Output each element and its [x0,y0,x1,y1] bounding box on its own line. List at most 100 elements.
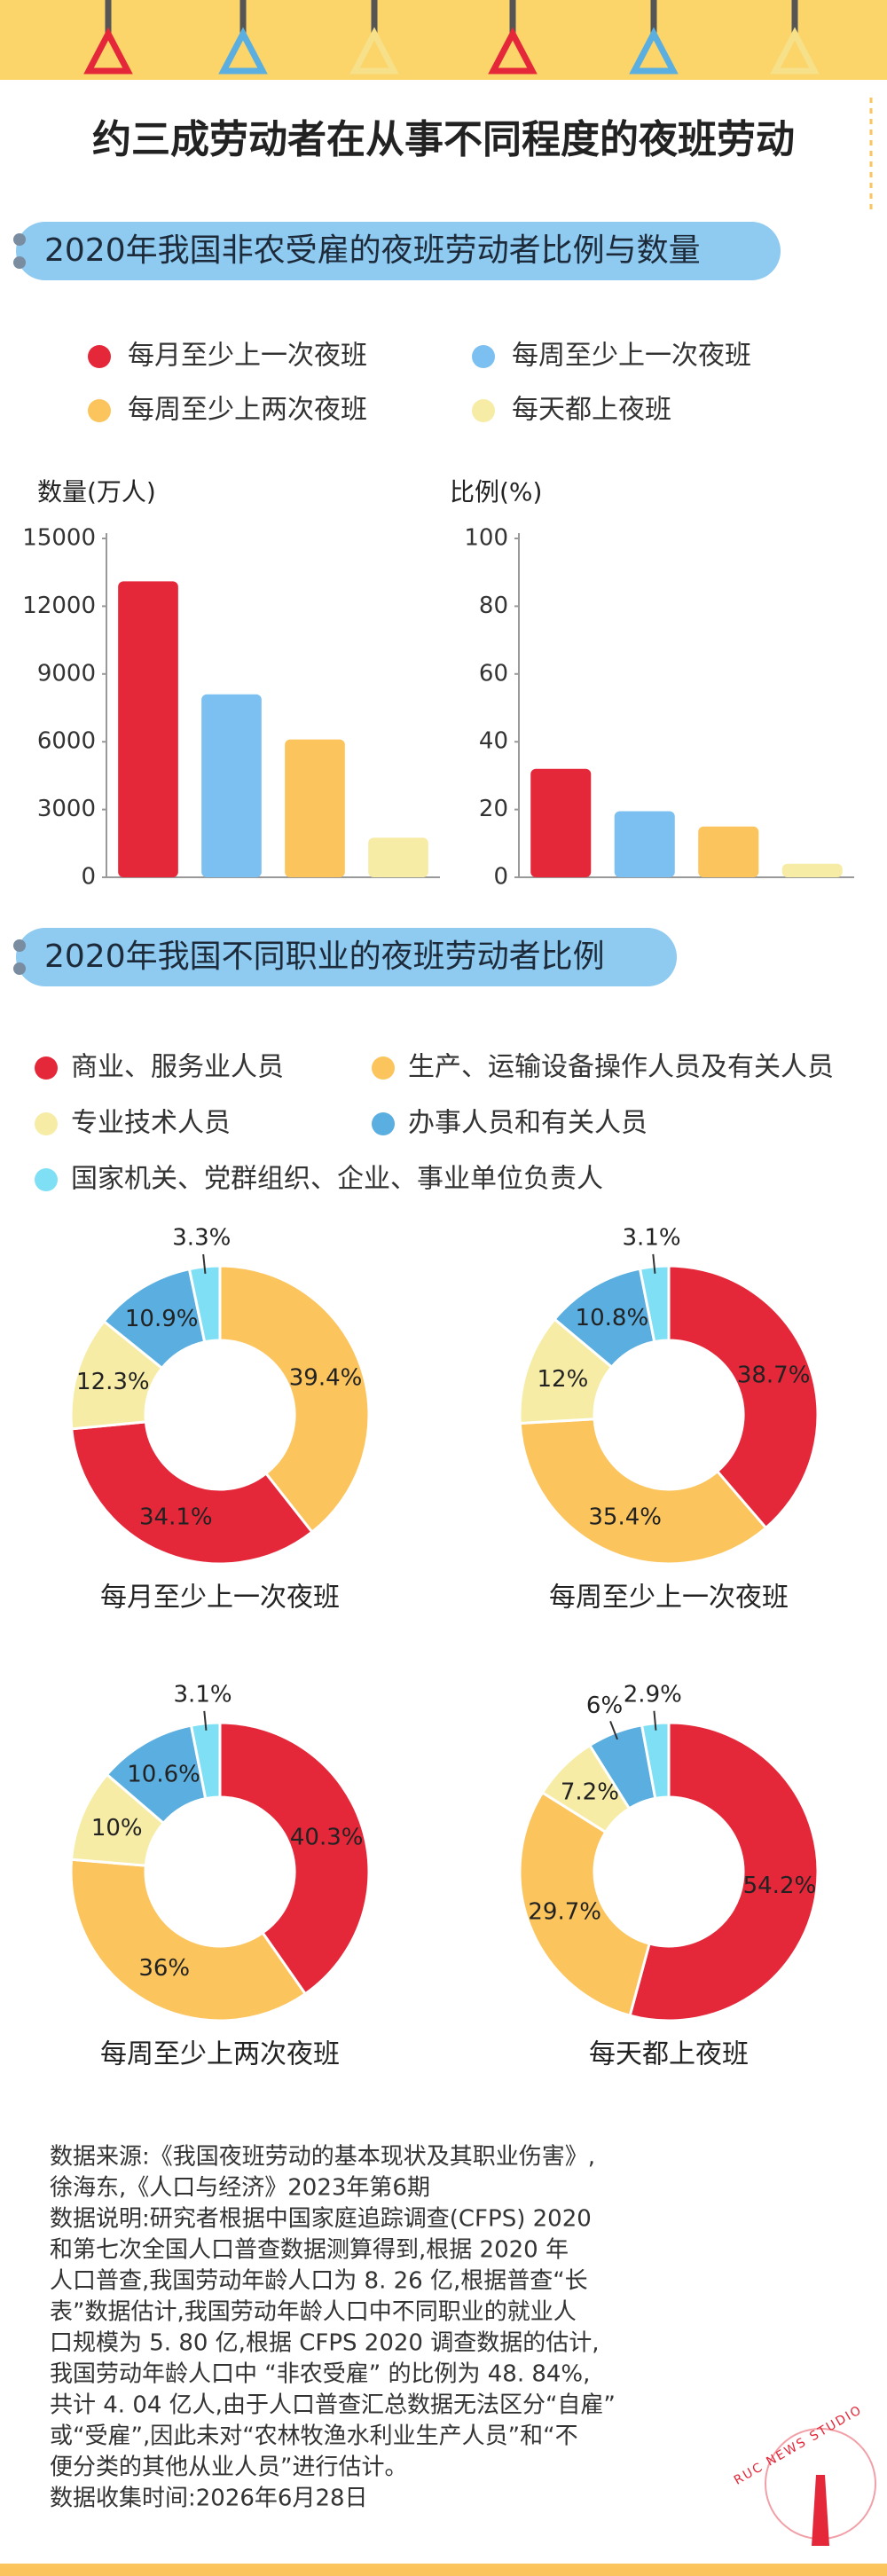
legend-label: 每周至少上两次夜班 [128,395,367,426]
y-tick-label: 9000 [37,660,96,687]
section-pill [16,928,677,986]
donut-slice [638,1264,671,1344]
slice-label: 36% [138,1955,190,1982]
handles [83,0,820,75]
y-axis-label: 数量(万人) [37,477,156,507]
bar [368,837,428,877]
slice-label: 40.3% [290,1825,364,1851]
legend-label: 生产、运输设备操作人员及有关人员 [408,1052,834,1083]
bar [530,768,592,877]
slice-label: 35.4% [588,1504,662,1530]
note-line: 人口普查,我国劳动年龄人口为 8. 26 亿,根据普查“长 [50,2268,588,2295]
slice-label: 7.2% [561,1779,619,1805]
note-line: 徐海东,《人口与经济》2023年第6期 [50,2175,430,2202]
y-tick-label: 40 [479,728,508,755]
note-line: 或“受雇”,因此未对“农林牧渔水利业生产人员”和“不 [50,2423,578,2450]
y-tick-label: 6000 [37,728,96,755]
slice-label: 38.7% [737,1363,811,1389]
legend-swatch [35,1112,58,1135]
note-line: 便分类的其他从业人员”进行估计。 [50,2454,407,2481]
section-title: 2020年我国非农受雇的夜班劳动者比例与数量 [44,232,701,269]
pill-hook [13,962,26,975]
bar [201,694,262,877]
y-tick-label: 60 [479,660,508,687]
y-tick-label: 3000 [37,796,96,822]
slice-label: 3.1% [174,1681,232,1708]
note-line: 数据说明:研究者根据中国家庭追踪调查(CFPS) 2020 [50,2206,592,2233]
slice-label: 12% [538,1366,589,1393]
pill-hook [13,233,26,246]
slice-label: 12.3% [76,1369,150,1395]
legend-swatch [35,1056,58,1080]
note-line: 和第七次全国人口普查数据测算得到,根据 2020 年 [50,2237,569,2264]
note-line: 我国劳动年龄人口中 “非农受雇” 的比例为 48. 84%, [50,2361,590,2388]
slice-label: 54.2% [743,1873,817,1899]
slice-label: 2.9% [624,1681,682,1708]
bar [614,811,675,877]
note-line: 共计 4. 04 亿人,由于人口普查汇总数据无法区分“自雇” [50,2392,616,2419]
y-tick-label: 80 [479,593,508,619]
bar [781,863,843,877]
page-title: 约三成劳动者在从事不同程度的夜班劳动 [92,117,795,162]
slice-label: 3.3% [172,1225,231,1252]
donut-title: 每周至少上一次夜班 [549,1583,789,1614]
y-tick-label: 0 [81,864,96,891]
watermark-tower [812,2475,829,2546]
legend-label: 商业、服务业人员 [71,1052,284,1083]
slice-label: 29.7% [528,1899,601,1926]
y-tick-label: 12000 [22,593,96,619]
leader-line [653,1710,657,1731]
legend-swatch [88,399,111,422]
donut-slice [70,1420,314,1566]
section-title: 2020年我国不同职业的夜班劳动者比例 [44,939,605,975]
watermark: RUC NEWS STUDIO [732,2403,865,2488]
top-banner [0,0,887,80]
leader-line [203,1710,208,1731]
note-line: 表”数据估计,我国劳动年龄人口中不同职业的就业人 [50,2299,577,2326]
leader-line [609,1721,618,1740]
legend-swatch [372,1056,395,1080]
legend-label: 每周至少上一次夜班 [512,341,751,372]
note-line: 口规模为 5. 80 亿,根据 CFPS 2020 调查数据的估计, [50,2330,599,2357]
pill-hook [13,256,26,269]
legend-swatch [472,399,495,422]
donut-slice [69,1857,308,2022]
y-tick-label: 20 [479,796,508,822]
slice-label: 34.1% [139,1504,213,1530]
donut-slice [189,1721,222,1801]
slice-label: 10.8% [576,1305,649,1331]
slice-label: 10% [91,1815,143,1842]
bar [118,581,178,877]
donut-slice [518,1790,651,2018]
legend-swatch [35,1168,58,1191]
leader-line [202,1253,207,1274]
slice-label: 3.1% [623,1224,681,1251]
legend-label: 每月至少上一次夜班 [128,341,367,372]
bar [698,826,759,877]
donut-slice [640,1721,671,1801]
donut-slice [628,1721,820,2022]
donut-slice [518,1418,768,1566]
note-line: 数据来源:《我国夜班劳动的基本现状及其职业伤害》, [50,2144,595,2171]
donut-slice [187,1264,222,1344]
bottom-strip [0,2564,887,2576]
donut-slice [218,1264,371,1535]
slice-label: 6% [586,1692,623,1719]
slice-label: 10.9% [125,1306,199,1332]
donut-slice [218,1721,371,1996]
legend-swatch [472,345,495,368]
donut-slice [667,1264,820,1530]
pill-hook [13,939,26,952]
slice-label: 10.6% [127,1762,200,1788]
slice-label: 39.4% [289,1364,363,1391]
donut-title: 每月至少上一次夜班 [100,1583,340,1614]
legend-swatch [88,345,111,368]
donut-title: 每天都上夜班 [589,2039,749,2070]
note-line: 数据收集时间:2026年6月28日 [50,2486,368,2512]
bar [285,739,345,877]
legend-label: 专业技术人员 [71,1108,231,1139]
legend-label: 办事人员和有关人员 [408,1108,648,1139]
legend-label: 每天都上夜班 [512,395,671,426]
y-axis-label: 比例(%) [450,477,542,507]
